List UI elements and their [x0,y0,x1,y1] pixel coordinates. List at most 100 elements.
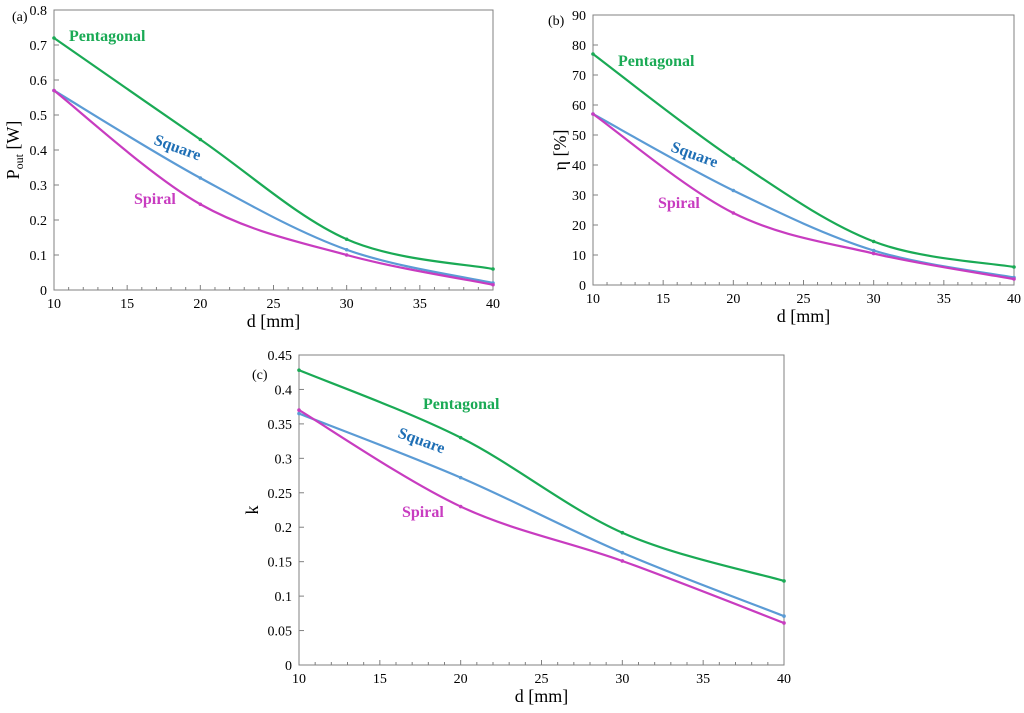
series-label-pentagonal: Pentagonal [618,53,695,70]
x-tick-label: 40 [777,672,791,687]
y-tick-label: 0.7 [30,39,48,54]
x-tick-label: 25 [797,292,811,307]
series-line-spiral [591,112,1016,281]
y-tick-label: 0 [285,659,292,674]
y-tick-label: 0 [40,284,47,299]
series-line-pentagonal [297,369,786,583]
x-tick-label: 35 [937,292,951,307]
y-tick-label: 0.2 [30,214,48,229]
data-point-square [620,550,625,555]
plot-area-frame [298,354,785,666]
y-axis-label: k [242,506,262,515]
data-point-pentagonal [52,36,56,40]
series-line-spiral [52,89,495,286]
x-tick-label: 10 [586,292,600,307]
y-tick-label: 50 [572,129,586,144]
data-point-pentagonal [458,435,463,440]
series-line-spiral [297,409,786,625]
x-tick-label: 20 [193,297,207,312]
data-point-pentagonal [198,137,203,142]
x-tick-label: 30 [615,672,629,687]
x-tick-label: 30 [340,297,354,312]
y-tick-label: 0.1 [275,590,293,605]
series-label-square: Square [396,425,447,458]
data-point-square [344,247,349,252]
y-tick-label: 0.35 [268,418,293,433]
data-point-pentagonal [871,239,876,244]
series-line-square [297,412,786,618]
y-tick-label: 80 [572,39,586,54]
y-tick-label: 0.05 [268,625,293,640]
y-tick-label: 0.2 [275,521,293,536]
y-tick-label: 0.4 [30,144,48,159]
data-point-pentagonal [731,157,736,161]
y-tick-label: 0.15 [268,556,293,571]
plot-area-frame [53,9,494,291]
series-label-spiral: Spiral [402,504,444,521]
x-tick-label: 25 [535,672,549,687]
y-tick-label: 0 [579,279,586,294]
x-axis-label: d [mm] [247,311,301,331]
data-point-spiral [344,253,349,257]
x-tick-label: 25 [267,297,281,312]
y-tick-label: 30 [572,189,586,204]
data-point-pentagonal [620,530,625,535]
data-point-square [458,475,463,480]
y-tick-label: 0.8 [30,4,48,19]
y-axis-label: Pout [W] [3,121,26,180]
data-point-spiral [871,251,876,256]
x-tick-label: 40 [486,297,500,312]
panel-label: (b) [548,14,565,29]
data-point-pentagonal [1012,265,1016,269]
x-tick-label: 15 [120,297,134,312]
series-line-square [52,89,495,285]
y-tick-label: 20 [572,219,586,234]
data-point-spiral [591,112,595,116]
y-tick-label: 0.6 [30,74,48,89]
y-tick-label: 70 [572,69,586,84]
data-point-spiral [458,504,463,509]
y-tick-label: 0.25 [268,487,293,502]
y-tick-label: 0.1 [30,249,48,264]
data-point-square [782,614,786,618]
x-tick-label: 10 [47,297,61,312]
data-point-spiral [620,559,625,563]
x-tick-label: 30 [867,292,881,307]
data-point-spiral [491,282,495,287]
data-point-spiral [731,211,736,215]
x-tick-label: 40 [1007,292,1021,307]
x-tick-label: 10 [292,672,306,687]
data-point-spiral [782,621,786,625]
chart-panel-3: 10 15 20 25 30 35 40 0 0.05 0.1 0.15 0.2 0.25 0.3 0.35… [242,349,791,706]
series-label-pentagonal: Pentagonal [69,28,146,45]
data-point-pentagonal [344,237,349,242]
y-tick-label: 0.3 [30,179,48,194]
data-point-pentagonal [591,52,595,56]
series-line-square [591,112,1016,279]
data-point-square [731,188,736,193]
data-point-pentagonal [782,579,786,583]
data-point-spiral [297,408,301,412]
data-point-square [297,411,301,416]
x-tick-label: 20 [726,292,740,307]
series-label-spiral: Spiral [658,195,700,212]
data-point-spiral [198,202,203,207]
x-tick-label: 15 [656,292,670,307]
x-axis-label: d [mm] [515,686,569,706]
y-tick-label: 10 [572,249,586,264]
x-axis-label: d [mm] [777,306,831,326]
data-point-pentagonal [297,368,301,372]
data-point-spiral [52,88,56,93]
x-tick-label: 15 [373,672,387,687]
series-label-spiral: Spiral [134,191,176,208]
y-tick-label: 0.3 [275,452,293,467]
data-point-spiral [1012,277,1016,281]
x-tick-label: 35 [413,297,427,312]
y-tick-label: 40 [572,159,586,174]
data-point-pentagonal [491,267,495,271]
data-point-square [871,248,876,253]
y-tick-label: 0.4 [275,383,293,398]
panel-label: (a) [12,10,28,25]
